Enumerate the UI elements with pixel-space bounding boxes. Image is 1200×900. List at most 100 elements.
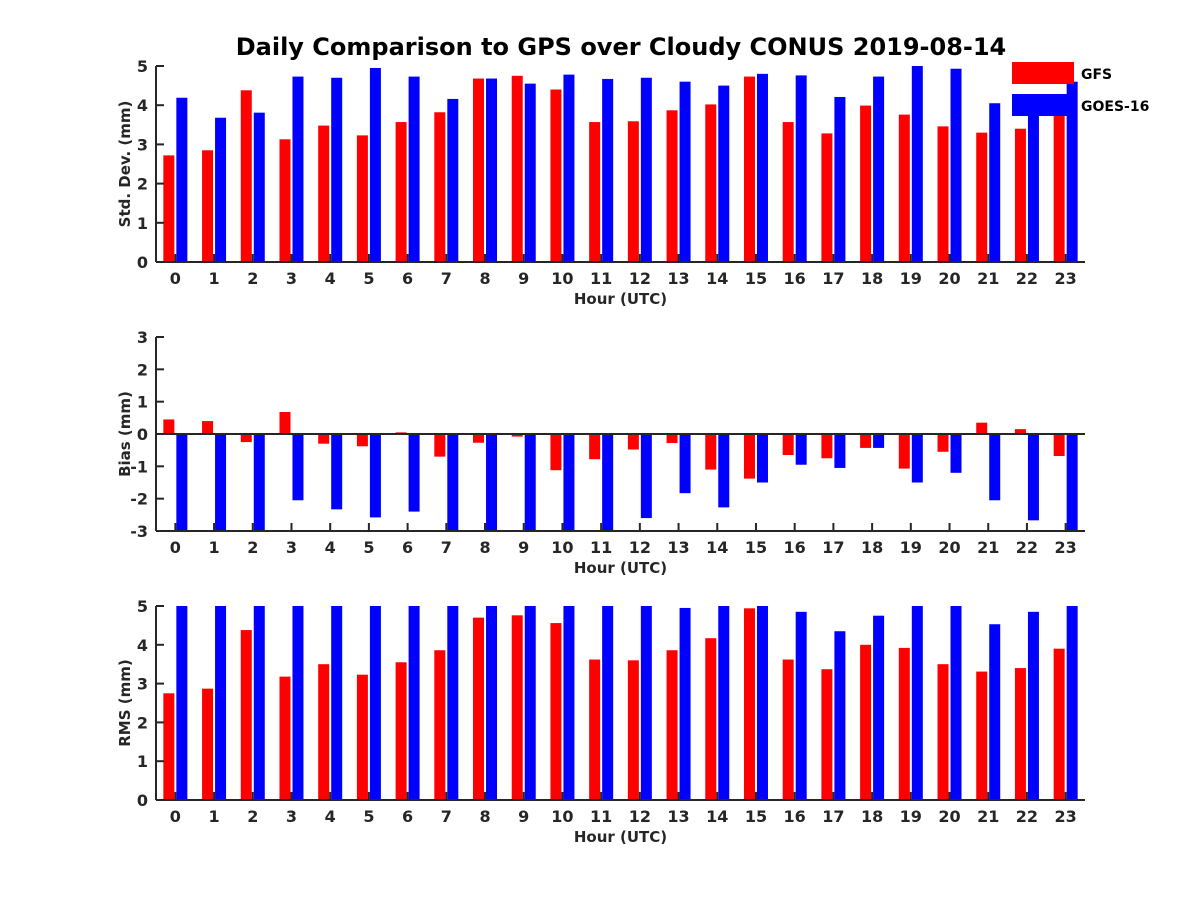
- bar-goes-16-hour-22: [1027, 103, 1039, 262]
- bar-goes-16-hour-0: [176, 606, 188, 800]
- y-tick-label: 1: [137, 393, 148, 412]
- y-tick-label: 2: [137, 360, 148, 379]
- bar-goes-16-hour-10: [563, 606, 575, 800]
- x-tick-label: 1: [208, 269, 219, 288]
- bar-goes-16-hour-4: [331, 606, 343, 800]
- bar-gfs-hour-15: [743, 76, 755, 262]
- x-tick-label: 17: [822, 807, 844, 826]
- x-tick-label: 3: [286, 807, 297, 826]
- bar-goes-16-hour-17: [834, 434, 846, 468]
- x-tick-label: 21: [977, 269, 999, 288]
- x-tick-label: 1: [208, 538, 219, 557]
- x-tick-label: 9: [518, 807, 529, 826]
- bar-goes-16-hour-16: [795, 75, 807, 262]
- bar-gfs-hour-5: [356, 434, 368, 447]
- bar-gfs-hour-22: [1014, 668, 1026, 800]
- y-tick-label: 2: [137, 713, 148, 732]
- bar-gfs-hour-17: [821, 669, 833, 800]
- x-tick-label: 7: [441, 269, 452, 288]
- y-tick-label: 4: [137, 96, 148, 115]
- bar-goes-16-hour-3: [292, 76, 304, 262]
- x-tick-label: 14: [706, 538, 728, 557]
- bar-gfs-hour-11: [589, 659, 601, 800]
- bar-goes-16-hour-23: [1066, 606, 1078, 800]
- x-tick-label: 20: [938, 807, 960, 826]
- bar-gfs-hour-21: [976, 671, 988, 800]
- x-tick-label: 13: [667, 269, 689, 288]
- bar-gfs-hour-23: [1053, 434, 1065, 456]
- bar-goes-16-hour-11: [602, 606, 614, 800]
- bar-gfs-hour-5: [356, 135, 368, 262]
- bar-goes-16-hour-12: [640, 606, 652, 800]
- x-tick-label: 15: [745, 538, 767, 557]
- bar-gfs-hour-9: [511, 615, 523, 800]
- x-tick-label: 17: [822, 538, 844, 557]
- x-tick-label: 4: [325, 807, 336, 826]
- bar-gfs-hour-22: [1014, 429, 1026, 434]
- bar-goes-16-hour-21: [989, 103, 1001, 263]
- x-axis-label: Hour (UTC): [574, 559, 667, 577]
- x-tick-label: 14: [706, 807, 728, 826]
- bar-gfs-hour-12: [627, 121, 639, 263]
- x-tick-label: 16: [784, 807, 806, 826]
- bar-gfs-hour-7: [434, 650, 446, 800]
- bar-gfs-hour-23: [1053, 648, 1065, 800]
- bar-goes-16-hour-5: [369, 434, 381, 518]
- x-tick-label: 10: [551, 269, 573, 288]
- x-tick-label: 17: [822, 269, 844, 288]
- bar-goes-16-hour-3: [292, 606, 304, 800]
- bar-goes-16-hour-8: [486, 434, 498, 531]
- legend-swatch-goes-16: [1012, 94, 1074, 116]
- bar-goes-16-hour-13: [679, 434, 691, 494]
- bar-gfs-hour-21: [976, 132, 988, 262]
- x-tick-label: 9: [518, 269, 529, 288]
- x-tick-label: 11: [590, 269, 612, 288]
- x-tick-label: 16: [784, 538, 806, 557]
- bar-goes-16-hour-6: [408, 434, 420, 512]
- bar-goes-16-hour-4: [331, 77, 343, 262]
- x-tick-label: 13: [667, 538, 689, 557]
- y-tick-label: 5: [137, 597, 148, 616]
- y-tick-label: 5: [137, 57, 148, 76]
- x-tick-label: 2: [247, 538, 258, 557]
- x-tick-label: 22: [1016, 538, 1038, 557]
- bar-goes-16-hour-18: [873, 76, 885, 262]
- bar-gfs-hour-19: [898, 434, 910, 469]
- legend-swatch-gfs: [1012, 62, 1074, 84]
- bar-gfs-hour-3: [279, 139, 291, 262]
- x-tick-label: 6: [402, 807, 413, 826]
- x-axis-label: Hour (UTC): [574, 828, 667, 846]
- bar-goes-16-hour-21: [989, 624, 1001, 800]
- x-tick-label: 23: [1055, 538, 1077, 557]
- bar-goes-16-hour-18: [873, 434, 885, 448]
- chart-title: Daily Comparison to GPS over Cloudy CONU…: [236, 33, 1007, 61]
- bar-goes-16-hour-23: [1066, 434, 1078, 531]
- bar-goes-16-hour-1: [215, 117, 227, 263]
- x-tick-label: 19: [900, 538, 922, 557]
- x-tick-label: 15: [745, 269, 767, 288]
- bar-gfs-hour-12: [627, 660, 639, 800]
- bar-goes-16-hour-17: [834, 96, 846, 262]
- bar-gfs-hour-2: [240, 90, 252, 262]
- bar-goes-16-hour-0: [176, 97, 188, 262]
- bar-goes-16-hour-23: [1066, 81, 1078, 263]
- x-tick-label: 7: [441, 538, 452, 557]
- bar-goes-16-hour-20: [950, 434, 962, 473]
- bar-gfs-hour-14: [705, 104, 717, 262]
- bar-gfs-hour-2: [240, 630, 252, 800]
- bar-gfs-hour-1: [202, 150, 214, 262]
- x-tick-label: 6: [402, 269, 413, 288]
- bar-gfs-hour-11: [589, 122, 601, 262]
- bar-gfs-hour-8: [473, 617, 485, 800]
- bar-goes-16-hour-2: [253, 434, 265, 531]
- bar-goes-16-hour-14: [718, 606, 730, 800]
- bar-goes-16-hour-2: [253, 606, 265, 800]
- bar-goes-16-hour-10: [563, 434, 575, 531]
- bar-goes-16-hour-1: [215, 606, 227, 800]
- y-axis-label: Bias (mm): [116, 391, 134, 477]
- bar-gfs-hour-20: [937, 126, 949, 263]
- bar-goes-16-hour-17: [834, 631, 846, 800]
- x-tick-label: 13: [667, 807, 689, 826]
- x-tick-label: 19: [900, 807, 922, 826]
